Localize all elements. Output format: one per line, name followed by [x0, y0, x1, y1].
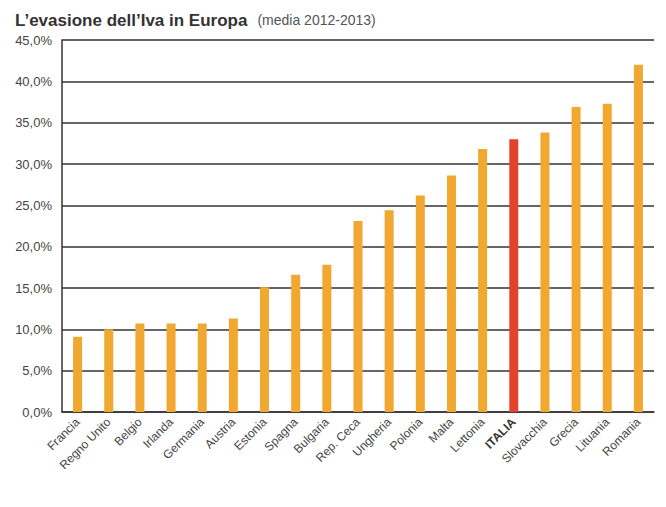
svg-text:5,0%: 5,0% [22, 363, 52, 378]
svg-text:Belgio: Belgio [111, 415, 145, 449]
svg-text:Polonia: Polonia [387, 415, 425, 453]
svg-text:Lituania: Lituania [572, 415, 613, 455]
svg-text:Slovacchia: Slovacchia [499, 415, 550, 466]
svg-text:L’evasione dell’Iva in Europa: L’evasione dell’Iva in Europa [15, 11, 248, 30]
svg-text:Spagna: Spagna [261, 415, 301, 455]
svg-text:Bulgaria: Bulgaria [290, 415, 332, 457]
svg-text:Francia: Francia [44, 415, 83, 454]
svg-text:Estonia: Estonia [231, 415, 270, 454]
svg-text:(media 2012-2013): (media 2012-2013) [257, 12, 375, 28]
svg-text:Regno Unito: Regno Unito [57, 415, 114, 472]
svg-text:0,0%: 0,0% [22, 405, 52, 420]
svg-text:Germania: Germania [160, 415, 207, 462]
svg-text:Malta: Malta [425, 415, 457, 446]
svg-text:Lettonia: Lettonia [448, 415, 488, 455]
svg-text:20,0%: 20,0% [15, 239, 52, 254]
svg-text:Irlanda: Irlanda [140, 415, 176, 451]
svg-text:10,0%: 10,0% [15, 322, 52, 337]
svg-text:Ungheria: Ungheria [350, 415, 395, 460]
svg-text:15,0%: 15,0% [15, 281, 52, 296]
svg-text:40,0%: 40,0% [15, 74, 52, 89]
svg-text:Romania: Romania [600, 415, 644, 459]
svg-text:30,0%: 30,0% [15, 157, 52, 172]
svg-text:45,0%: 45,0% [15, 33, 52, 48]
svg-text:Grecia: Grecia [546, 415, 582, 450]
svg-text:35,0%: 35,0% [15, 115, 52, 130]
svg-text:Austria: Austria [202, 415, 239, 452]
svg-text:ITALIA: ITALIA [482, 415, 519, 452]
svg-text:25,0%: 25,0% [15, 198, 52, 213]
svg-text:Rep. Ceca: Rep. Ceca [313, 415, 363, 465]
